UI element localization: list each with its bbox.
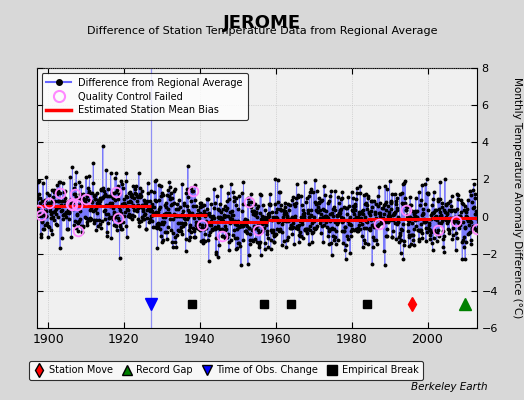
Legend: Station Move, Record Gap, Time of Obs. Change, Empirical Break: Station Move, Record Gap, Time of Obs. C… <box>29 361 423 380</box>
Text: JEROME: JEROME <box>223 14 301 32</box>
Text: Berkeley Earth: Berkeley Earth <box>411 382 487 392</box>
Y-axis label: Monthly Temperature Anomaly Difference (°C): Monthly Temperature Anomaly Difference (… <box>512 77 522 319</box>
Text: Difference of Station Temperature Data from Regional Average: Difference of Station Temperature Data f… <box>87 26 437 36</box>
